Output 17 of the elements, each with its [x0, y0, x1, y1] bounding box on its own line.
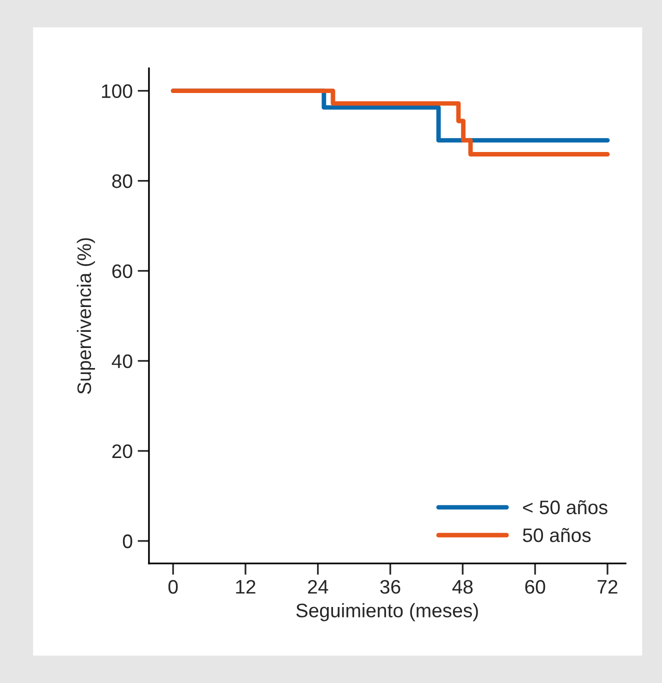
x-tick-label: 12	[236, 580, 256, 594]
y-tick-label: 0	[122, 534, 132, 548]
x-tick-label: 48	[452, 580, 473, 594]
x-tick-label: 0	[168, 580, 178, 594]
legend-label: < 50 años	[523, 500, 608, 514]
x-tick-label: 36	[380, 580, 400, 594]
x-axis-title: Seguimiento (meses)	[296, 603, 478, 622]
x-tick-label: 60	[525, 580, 546, 594]
x-tick-label: 24	[308, 580, 328, 594]
y-tick-label: 80	[112, 174, 132, 188]
y-axis-title: Supervivencia (%)	[76, 238, 95, 394]
legend-label: 50 años	[522, 528, 591, 542]
y-tick-label: 20	[112, 444, 132, 458]
y-tick-label: 40	[112, 354, 132, 368]
y-tick-label: 100	[102, 84, 132, 98]
y-tick-label: 60	[112, 264, 132, 278]
x-tick-label: 72	[598, 580, 618, 594]
